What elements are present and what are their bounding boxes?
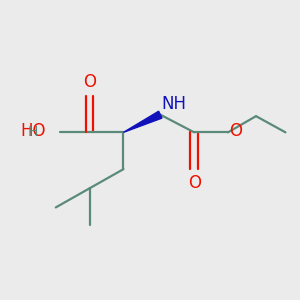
Text: H: H xyxy=(28,125,38,139)
Text: HO: HO xyxy=(20,122,46,140)
Text: O: O xyxy=(230,122,242,140)
Polygon shape xyxy=(124,111,162,132)
Text: O: O xyxy=(83,73,96,91)
Text: NH: NH xyxy=(161,95,186,113)
Text: O: O xyxy=(188,174,201,192)
